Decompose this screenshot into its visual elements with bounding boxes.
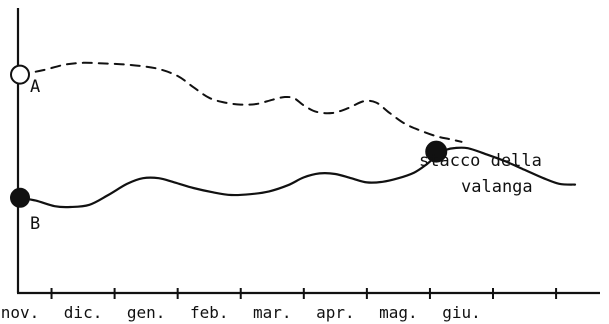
series-a-label: A bbox=[30, 77, 40, 97]
annotation-valanga: valanga bbox=[461, 177, 533, 197]
annotation-stacco-della: stacco della bbox=[419, 151, 542, 171]
markers bbox=[10, 64, 448, 208]
x-tick-label: nov. bbox=[1, 303, 40, 322]
series bbox=[18, 61, 577, 209]
open-circle-marker bbox=[10, 64, 30, 85]
x-tick-label: mag. bbox=[379, 303, 418, 322]
series-b-label: B bbox=[30, 214, 40, 234]
x-tick-label: giu. bbox=[442, 303, 481, 322]
series-line-b bbox=[18, 146, 577, 209]
x-ticks bbox=[50, 288, 558, 299]
x-tick-labels: nov. dic. gen. feb. mar. apr. mag. giu. bbox=[1, 303, 481, 322]
x-tick-label: mar. bbox=[253, 303, 292, 322]
x-tick-label: dic. bbox=[64, 303, 103, 322]
x-tick-label: feb. bbox=[190, 303, 229, 322]
series-line-a bbox=[19, 61, 463, 143]
x-tick-label: gen. bbox=[127, 303, 166, 322]
filled-circle-marker bbox=[10, 187, 30, 208]
annotations: A B stacco della valanga bbox=[30, 77, 542, 234]
x-tick-label: apr. bbox=[316, 303, 355, 322]
filled-circle-marker bbox=[425, 140, 448, 163]
